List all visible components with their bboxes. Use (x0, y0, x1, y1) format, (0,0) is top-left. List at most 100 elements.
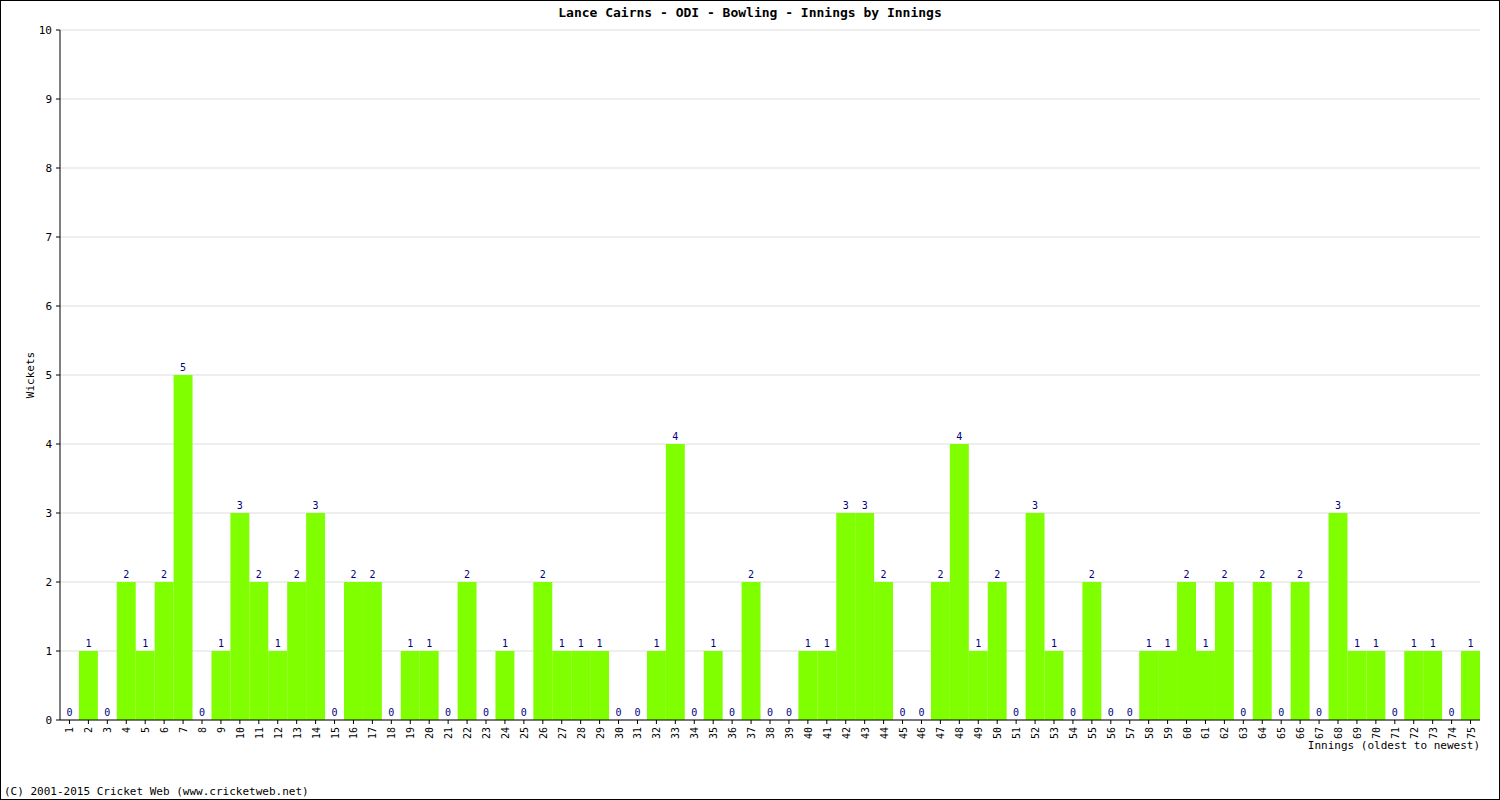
x-tick (296, 720, 297, 724)
data-label: 3 (862, 500, 868, 511)
x-tick-label: 19 (405, 727, 416, 739)
y-tick-label: 4 (45, 438, 52, 451)
x-tick (523, 720, 524, 724)
bar (401, 651, 420, 720)
x-tick (788, 720, 789, 724)
x-tick (372, 720, 373, 724)
y-tick-label: 0 (45, 714, 52, 727)
bar (1026, 513, 1045, 720)
bar (1196, 651, 1215, 720)
bar (268, 651, 287, 720)
x-tick (126, 720, 127, 724)
x-tick-label: 71 (1390, 727, 1401, 739)
data-label: 2 (1221, 569, 1227, 580)
x-tick (921, 720, 922, 724)
x-tick (486, 720, 487, 724)
x-tick-label: 40 (803, 727, 814, 739)
x-tick-label: 60 (1182, 727, 1193, 739)
data-label: 3 (237, 500, 243, 511)
y-tick-label: 6 (45, 300, 52, 313)
x-tick (1394, 720, 1395, 724)
bar (1404, 651, 1423, 720)
y-axis (60, 30, 61, 720)
x-tick (277, 720, 278, 724)
data-label: 3 (1335, 500, 1341, 511)
x-tick (315, 720, 316, 724)
x-tick-label: 9 (216, 727, 227, 733)
bar (798, 651, 817, 720)
data-label: 2 (1297, 569, 1303, 580)
x-tick-label: 22 (462, 727, 473, 739)
y-tick-label: 7 (45, 231, 52, 244)
bar (666, 444, 685, 720)
bar (1253, 582, 1272, 720)
bar (836, 513, 855, 720)
data-label: 1 (653, 638, 659, 649)
data-label: 1 (1051, 638, 1057, 649)
x-tick (561, 720, 562, 724)
x-tick (1167, 720, 1168, 724)
data-label: 1 (407, 638, 413, 649)
x-tick (334, 720, 335, 724)
data-label: 0 (1316, 707, 1322, 718)
data-label: 0 (616, 707, 622, 718)
x-tick (637, 720, 638, 724)
x-tick (1205, 720, 1206, 724)
data-label: 3 (313, 500, 319, 511)
x-tick-label: 58 (1144, 727, 1155, 739)
grid-line (60, 513, 1480, 514)
bar (420, 651, 439, 720)
y-label: Wickets (24, 352, 37, 398)
x-tick (1375, 720, 1376, 724)
data-label: 1 (1146, 638, 1152, 649)
x-tick-label: 13 (292, 727, 303, 739)
data-label: 0 (634, 707, 640, 718)
x-tick-label: 17 (367, 727, 378, 739)
x-tick-label: 37 (746, 727, 757, 739)
data-label: 2 (294, 569, 300, 580)
data-label: 4 (672, 431, 678, 442)
data-label: 1 (502, 638, 508, 649)
bar (817, 651, 836, 720)
data-label: 2 (1259, 569, 1265, 580)
x-tick-label: 48 (954, 727, 965, 739)
data-label: 0 (1278, 707, 1284, 718)
data-label: 2 (881, 569, 887, 580)
x-tick-label: 2 (83, 727, 94, 733)
x-tick-label: 57 (1125, 727, 1136, 739)
data-label: 0 (521, 707, 527, 718)
data-label: 0 (332, 707, 338, 718)
data-label: 0 (691, 707, 697, 718)
x-tick-label: 69 (1352, 727, 1363, 739)
grid-line (60, 30, 1480, 31)
x-tick (1319, 720, 1320, 724)
bar (211, 651, 230, 720)
x-tick-label: 75 (1466, 727, 1477, 739)
x-tick (580, 720, 581, 724)
x-tick (1262, 720, 1263, 724)
data-label: 0 (786, 707, 792, 718)
x-tick (107, 720, 108, 724)
x-tick (1035, 720, 1036, 724)
x-tick-label: 5 (140, 727, 151, 733)
data-label: 0 (1070, 707, 1076, 718)
data-label: 1 (597, 638, 603, 649)
grid-line (60, 306, 1480, 307)
x-tick-label: 11 (254, 727, 265, 739)
x-tick (429, 720, 430, 724)
data-label: 0 (1108, 707, 1114, 718)
x-tick (88, 720, 89, 724)
x-tick (1413, 720, 1414, 724)
x-tick-label: 21 (443, 727, 454, 739)
bar (287, 582, 306, 720)
x-tick (202, 720, 203, 724)
data-label: 0 (66, 707, 72, 718)
x-tick-label: 38 (765, 727, 776, 739)
x-tick (410, 720, 411, 724)
x-tick (1091, 720, 1092, 724)
x-tick-label: 62 (1219, 727, 1230, 739)
x-tick-label: 4 (121, 727, 132, 733)
x-tick (1054, 720, 1055, 724)
title: Lance Cairns - ODI - Bowling - Innings b… (558, 5, 942, 20)
x-tick (751, 720, 752, 724)
